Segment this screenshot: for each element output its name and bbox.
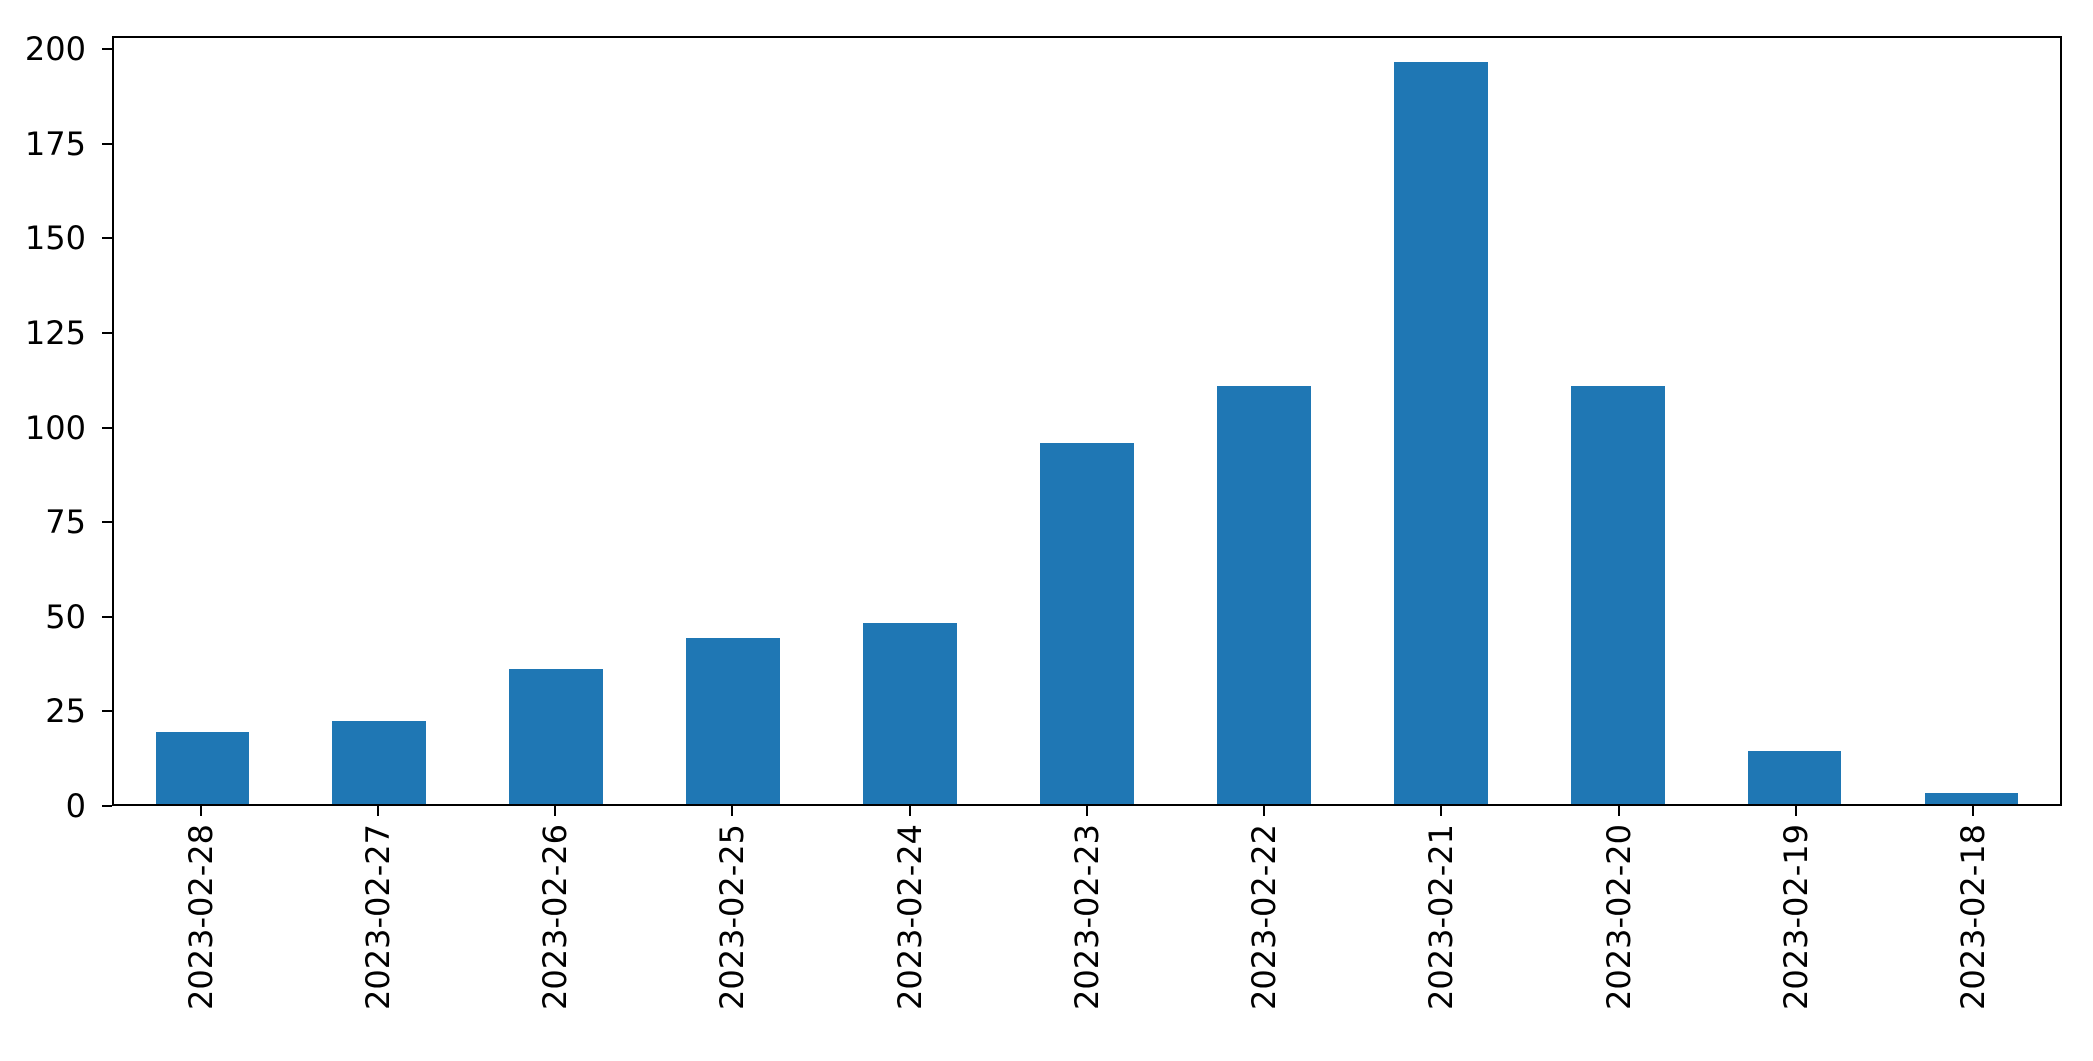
y-tick-label: 25 [45, 692, 86, 731]
y-tick-label: 150 [24, 219, 86, 258]
y-tick-mark [102, 48, 112, 51]
bar-2023-02-19 [1747, 751, 1842, 804]
bar-2023-02-27 [332, 721, 427, 804]
y-tick-label: 125 [24, 314, 86, 353]
y-tick-mark [102, 332, 112, 335]
x-tick-mark [908, 806, 911, 816]
x-tick-mark [1263, 806, 1266, 816]
y-tick-label: 200 [24, 30, 86, 69]
y-tick-label: 50 [45, 597, 86, 636]
x-tick-mark [554, 806, 557, 816]
bar-2023-02-22 [1217, 386, 1311, 804]
x-tick-label: 2023-02-24 [890, 824, 929, 1010]
y-tick-mark [102, 615, 112, 618]
y-tick-mark [102, 237, 112, 240]
x-tick-label: 2023-02-25 [713, 824, 752, 1010]
x-tick-cell: 2023-02-19 [1707, 806, 1884, 1010]
bar-slot [1175, 38, 1352, 804]
bar-2023-02-18 [1924, 792, 2019, 804]
x-tick-mark [731, 806, 734, 816]
x-tick-cell: 2023-02-26 [467, 806, 644, 1010]
bar-slot [999, 38, 1176, 804]
x-tick-label: 2023-02-26 [536, 824, 575, 1010]
x-tick-label: 2023-02-27 [358, 824, 397, 1010]
bar-slot [114, 38, 291, 804]
x-tick-cell: 2023-02-20 [1530, 806, 1707, 1010]
bar-2023-02-20 [1570, 386, 1665, 804]
bar-slot [1352, 38, 1529, 804]
x-tick-mark [1440, 806, 1443, 816]
bar-slot [1883, 38, 2060, 804]
x-tick-cell: 2023-02-25 [644, 806, 821, 1010]
y-tick-mark [102, 142, 112, 145]
y-tick-label: 100 [24, 408, 86, 447]
x-tick-label: 2023-02-19 [1777, 824, 1816, 1010]
bar-slot [822, 38, 999, 804]
bar-slot [291, 38, 468, 804]
bar-slot [1529, 38, 1706, 804]
y-tick-label: 75 [45, 503, 86, 542]
x-tick-cell: 2023-02-21 [1353, 806, 1530, 1010]
x-tick-cell: 2023-02-23 [998, 806, 1175, 1010]
x-tick-label: 2023-02-23 [1067, 824, 1106, 1010]
x-tick-label: 2023-02-20 [1599, 824, 1638, 1010]
bar-2023-02-23 [1040, 442, 1134, 804]
bar-2023-02-26 [509, 668, 604, 804]
bar-2023-02-28 [155, 732, 250, 804]
y-tick-mark [102, 521, 112, 524]
bar-slot [468, 38, 645, 804]
y-tick-mark [102, 805, 112, 807]
bar-2023-02-24 [863, 623, 957, 804]
y-tick-mark [102, 710, 112, 713]
x-tick-cell: 2023-02-28 [112, 806, 289, 1010]
x-tick-cell: 2023-02-18 [1885, 806, 2062, 1010]
x-tick-mark [1795, 806, 1798, 816]
x-tick-mark [1617, 806, 1620, 816]
bar-slot [1706, 38, 1883, 804]
x-tick-mark [199, 806, 202, 816]
x-tick-label: 2023-02-22 [1245, 824, 1284, 1010]
y-axis: 0 25 50 75 100 125 150 175 200 [0, 30, 112, 822]
x-tick-label: 2023-02-18 [1954, 824, 1993, 1010]
plot-area [112, 36, 2062, 806]
y-tick-mark [102, 426, 112, 429]
x-tick-cell: 2023-02-27 [289, 806, 466, 1010]
y-tick-label: 175 [24, 124, 86, 163]
y-tick-label: 0 [65, 787, 86, 825]
x-tick-mark [376, 806, 379, 816]
x-tick-mark [1085, 806, 1088, 816]
bar-2023-02-21 [1393, 62, 1488, 804]
x-tick-label: 2023-02-21 [1422, 824, 1461, 1010]
x-tick-label: 2023-02-28 [181, 824, 220, 1010]
bar-slot [645, 38, 822, 804]
x-tick-mark [1972, 806, 1975, 816]
x-tick-cell: 2023-02-22 [1176, 806, 1353, 1010]
x-axis: 2023-02-28 2023-02-27 2023-02-26 2023-02-25… [112, 806, 2062, 1010]
bar-2023-02-25 [686, 638, 781, 804]
x-tick-cell: 2023-02-24 [821, 806, 998, 1010]
